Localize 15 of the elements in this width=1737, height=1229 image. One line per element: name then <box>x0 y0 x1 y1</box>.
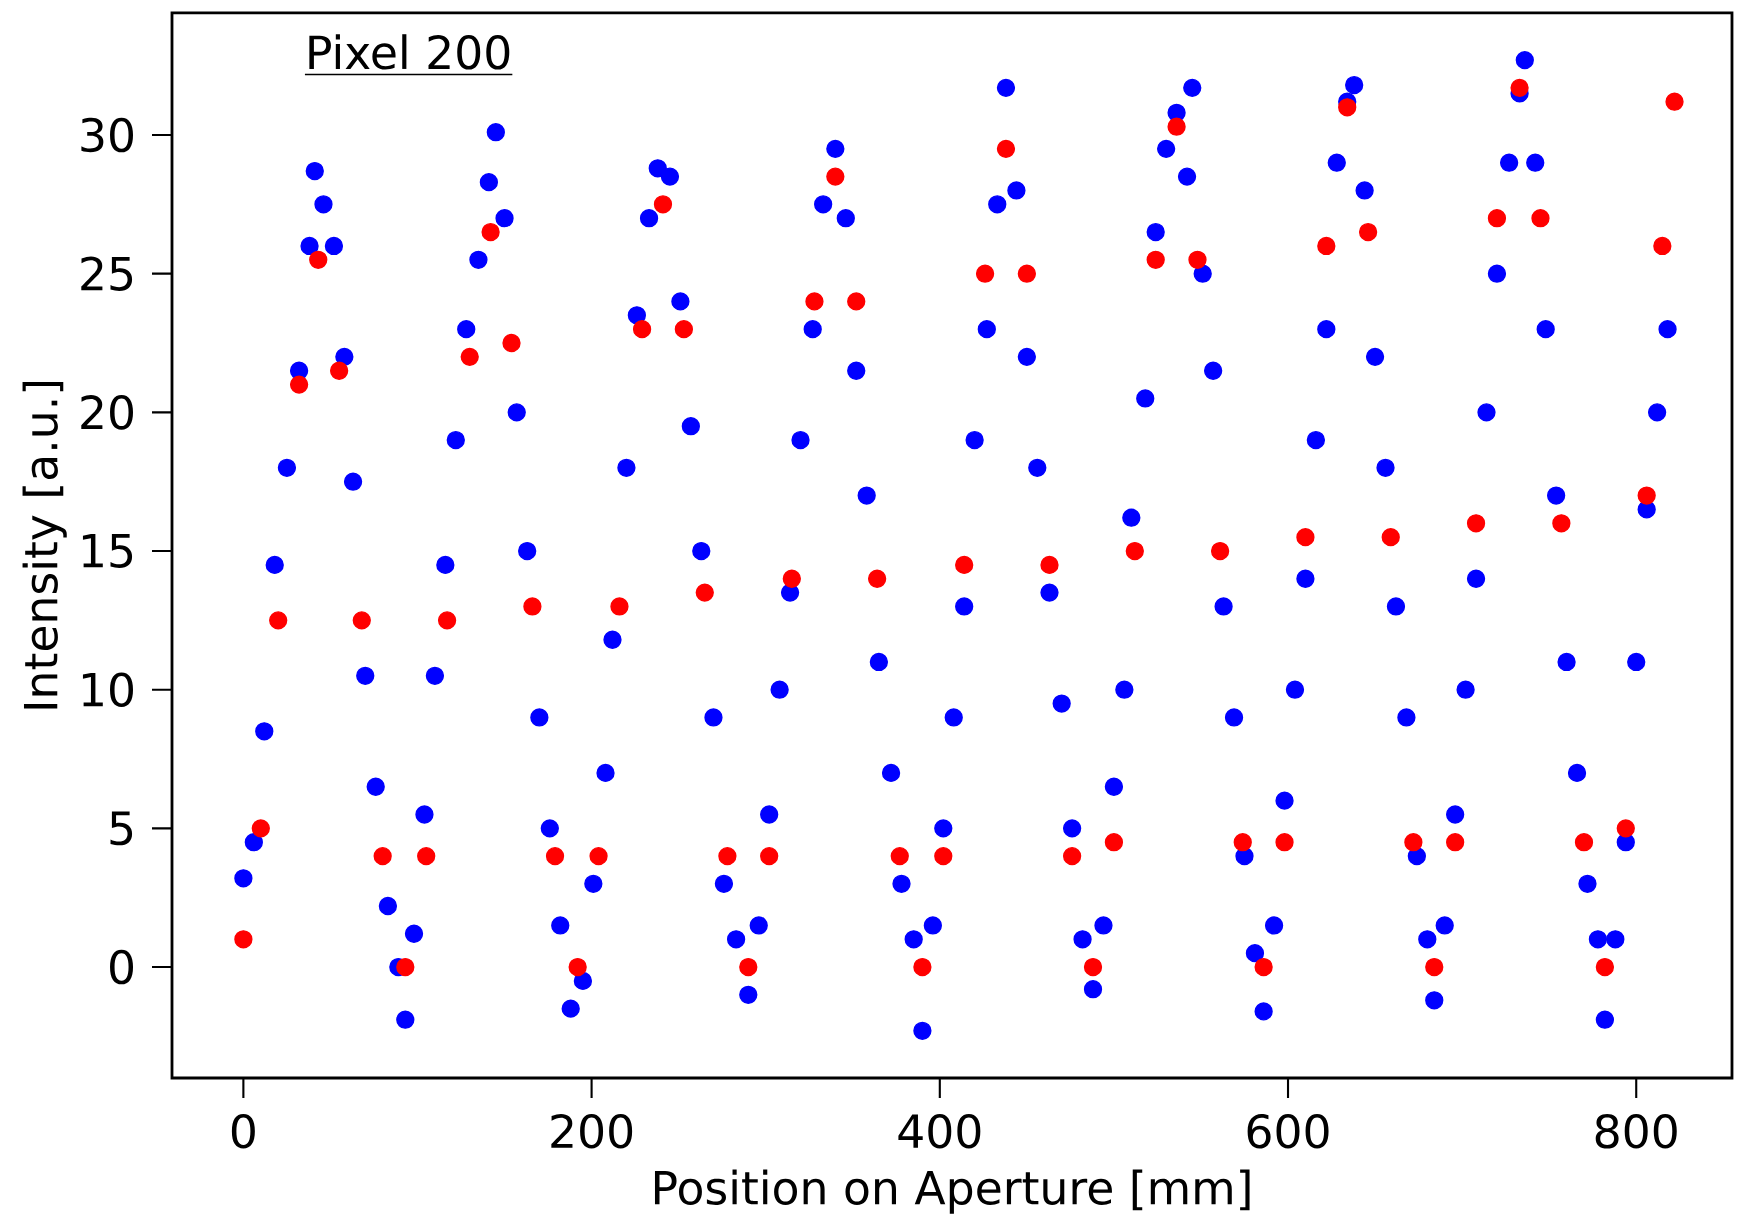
y-tick-label: 15 <box>82 534 133 568</box>
annotation: Pixel 200 <box>309 34 510 70</box>
x-tick-label: 400 <box>898 1113 981 1149</box>
y-tick-label: 25 <box>81 256 133 291</box>
y-tick-label: 30 <box>81 117 134 153</box>
y-tick-label: 20 <box>81 395 134 430</box>
y-tick-label: 5 <box>110 811 133 846</box>
y-axis-title: Intensity [a.u.] <box>22 381 67 709</box>
y-tick-label: 0 <box>110 949 134 985</box>
x-tick-label: 600 <box>1247 1113 1329 1149</box>
x-axis-title: Position on Aperture [mm] <box>654 1169 1250 1214</box>
x-tick-label: 800 <box>1595 1113 1677 1149</box>
x-tick-label: 200 <box>551 1113 633 1149</box>
x-tick-label: 0 <box>231 1113 255 1149</box>
y-tick-label: 10 <box>82 672 134 707</box>
